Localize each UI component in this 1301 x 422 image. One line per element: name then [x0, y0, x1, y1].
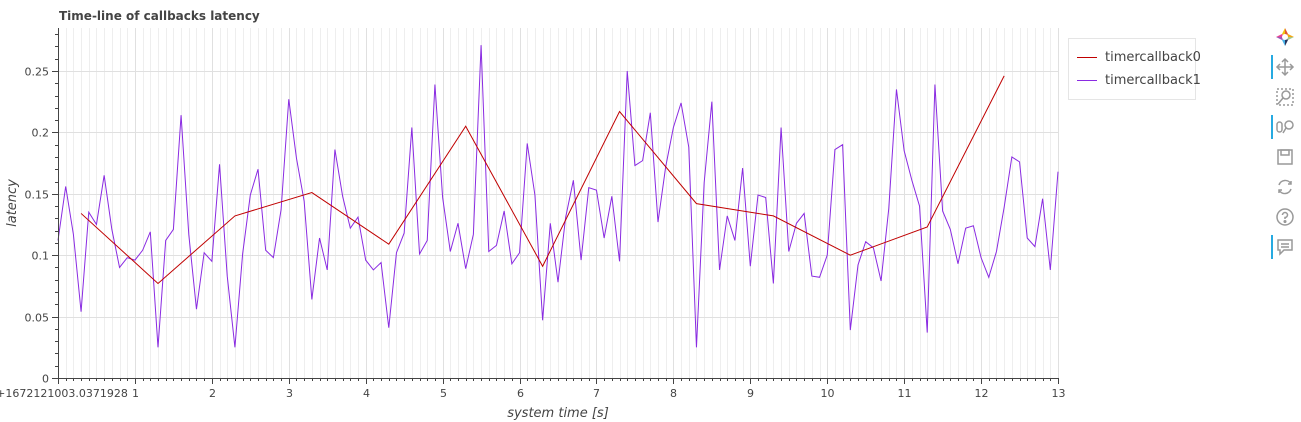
x-tick-label: 12	[975, 387, 989, 400]
y-tick-label: 0.1	[32, 250, 50, 263]
x-tick-label: 1	[132, 387, 139, 400]
chart-title: Time-line of callbacks latency	[59, 9, 260, 23]
reset-icon[interactable]	[1270, 174, 1300, 200]
x-tick-label: 2	[209, 387, 216, 400]
y-tick-label: 0.15	[25, 189, 50, 202]
x-tick-label: 11	[898, 387, 912, 400]
legend-label: timercallback1	[1105, 72, 1201, 88]
x-tick-label: 9	[747, 387, 754, 400]
legend-item-timercallback0[interactable]: timercallback0	[1077, 49, 1201, 65]
y-ticks: 0 0.05 0.1 0.15 0.2 0.25	[25, 34, 58, 386]
legend-swatch	[1077, 79, 1097, 81]
minor-grid	[66, 28, 1051, 378]
box-zoom-icon[interactable]	[1270, 84, 1300, 110]
x-tick-label: 3	[286, 387, 293, 400]
x-tick-label: 5	[440, 387, 447, 400]
series-line-timercallback1	[57, 45, 1059, 348]
legend-item-timercallback1[interactable]: timercallback1	[1077, 72, 1201, 88]
x-tick-label: 7	[593, 387, 600, 400]
x-tick-label: 13	[1052, 387, 1066, 400]
wheel-zoom-icon[interactable]	[1270, 114, 1300, 140]
y-tick-label: 0.05	[25, 312, 50, 325]
series-line-timercallback0	[80, 75, 1005, 285]
pan-icon[interactable]	[1270, 54, 1300, 80]
x-tick-label: 6	[517, 387, 524, 400]
y-tick-label: 0.2	[32, 127, 50, 140]
legend-swatch	[1077, 56, 1097, 58]
legend-label: timercallback0	[1105, 49, 1201, 65]
help-icon[interactable]	[1270, 204, 1300, 230]
x-tick-label: 4	[363, 387, 370, 400]
save-icon[interactable]	[1270, 144, 1300, 170]
series-layer	[57, 45, 1059, 348]
y-tick-label: 0.25	[25, 66, 50, 79]
x-tick-label: 8	[670, 387, 677, 400]
x-axis-label: system time [s]	[507, 406, 609, 421]
x-ticks: 0+1672121003.0371928 1 2 3 4 5 6 7 8 9 10 11 12 13	[0, 378, 1066, 400]
legend: timercallback0 timercallback1	[1068, 38, 1201, 100]
y-axis-label: latency	[5, 179, 20, 227]
y-tick-label: 0	[42, 373, 49, 386]
hover-icon[interactable]	[1270, 234, 1300, 260]
x-tick-label: 10	[821, 387, 835, 400]
bokeh-logo-icon[interactable]	[1270, 24, 1300, 50]
x-tick-label: 0+1672121003.0371928	[0, 387, 128, 400]
